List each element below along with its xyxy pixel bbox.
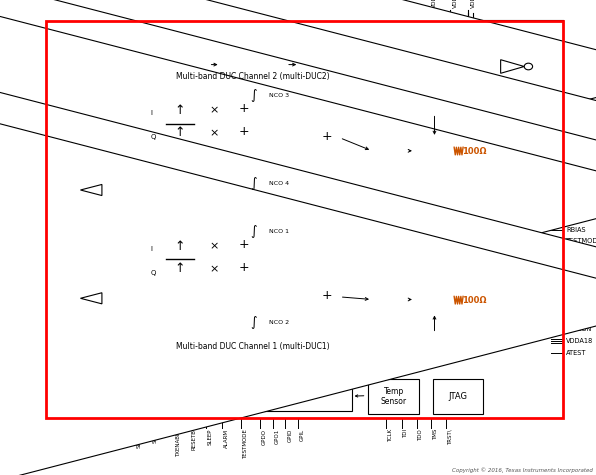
Circle shape: [201, 123, 228, 143]
Text: SCLK: SCLK: [153, 429, 157, 443]
Text: VDDTX18: VDDTX18: [566, 103, 596, 109]
Bar: [166, 237, 194, 256]
Text: SYSREF+: SYSREF+: [13, 110, 43, 116]
Bar: [372, 286, 406, 313]
Circle shape: [240, 218, 275, 246]
Text: Divider
/2, /3, /4: Divider /2, /3, /4: [313, 55, 348, 74]
Text: ×: ×: [210, 128, 219, 138]
Text: x
sinc(x): x sinc(x): [377, 293, 401, 306]
Text: Multi-band DUC Channel 1 (multi-DUC1): Multi-band DUC Channel 1 (multi-DUC1): [176, 342, 330, 351]
Text: TMS: TMS: [433, 429, 437, 440]
Circle shape: [201, 100, 228, 121]
Text: ↑: ↑: [175, 262, 185, 276]
Circle shape: [231, 258, 257, 279]
Text: Clock
Distribution: Clock Distribution: [229, 55, 278, 74]
Text: IFORCE: IFORCE: [19, 355, 43, 361]
Text: GPO1: GPO1: [275, 429, 280, 444]
Text: ∫: ∫: [251, 177, 257, 190]
Text: ATEST: ATEST: [566, 350, 586, 356]
Text: VOUT2-: VOUT2-: [566, 164, 591, 170]
Bar: [152, 216, 355, 340]
Polygon shape: [0, 0, 596, 382]
Text: VDDAVCO18: VDDAVCO18: [226, 0, 231, 8]
Bar: [368, 379, 419, 414]
Circle shape: [240, 82, 275, 110]
Text: +: +: [321, 289, 332, 302]
Text: VDDT1: VDDT1: [20, 208, 43, 213]
Text: ×: ×: [210, 105, 219, 115]
Text: 14-b
DAC: 14-b DAC: [426, 141, 443, 161]
Text: 14-b
DAC: 14-b DAC: [426, 290, 443, 309]
Text: TESTMODE: TESTMODE: [566, 238, 596, 244]
Text: RX[0..3]+: RX[0..3]+: [10, 256, 43, 262]
Text: RBIAS: RBIAS: [566, 227, 586, 233]
Text: 100Ω: 100Ω: [462, 296, 486, 304]
Text: +: +: [239, 261, 250, 274]
Text: VDDA18: VDDA18: [566, 338, 594, 344]
Text: 0.9 V
Ref: 0.9 V Ref: [412, 228, 430, 241]
Text: VDE1: VDE1: [269, 0, 274, 8]
Text: JTAG: JTAG: [449, 392, 467, 401]
Text: JESD Interface: JESD Interface: [125, 151, 135, 205]
Circle shape: [201, 236, 228, 256]
Text: AMUX0/1: AMUX0/1: [13, 330, 43, 335]
Bar: [415, 138, 454, 164]
Text: GPID: GPID: [287, 429, 292, 442]
Text: TRST\: TRST\: [448, 429, 452, 445]
Bar: [166, 124, 194, 142]
Text: GND: GND: [55, 429, 60, 442]
Text: TCLK: TCLK: [388, 429, 393, 442]
Text: NCO 2: NCO 2: [269, 320, 289, 324]
Text: ×: ×: [210, 264, 219, 274]
Bar: [143, 48, 209, 81]
Bar: [152, 80, 355, 203]
Text: VOUT1+: VOUT1+: [566, 290, 594, 295]
Text: VDDR18: VDDR18: [15, 227, 43, 233]
Text: VDDL1_1: VDDL1_1: [452, 0, 458, 8]
Text: DACCLKSE: DACCLKSE: [8, 84, 43, 89]
Circle shape: [524, 63, 533, 70]
Bar: [299, 48, 362, 81]
Text: SYNC2\-: SYNC2\-: [16, 192, 43, 198]
Text: ↑: ↑: [175, 104, 185, 117]
Text: Temp
Sensor: Temp Sensor: [381, 387, 406, 406]
Text: GPDO: GPDO: [262, 429, 266, 445]
Polygon shape: [501, 60, 524, 73]
Circle shape: [313, 286, 340, 307]
Text: TDI: TDI: [403, 429, 408, 438]
Text: Low Jitter
PLL: Low Jitter PLL: [156, 55, 195, 74]
Polygon shape: [80, 293, 102, 304]
Text: VSENSE: VSENSE: [17, 367, 43, 372]
Circle shape: [231, 236, 257, 256]
Text: NCO 4: NCO 4: [269, 181, 289, 186]
Text: CLKTX-: CLKTX-: [566, 69, 589, 75]
Circle shape: [240, 170, 275, 198]
Circle shape: [231, 123, 257, 143]
Text: NCO 3: NCO 3: [269, 94, 289, 98]
Polygon shape: [0, 0, 596, 433]
Text: VDDAPLL18: VDDAPLL18: [192, 0, 197, 8]
Bar: [433, 379, 483, 414]
Text: VDDCLK1: VDDCLK1: [172, 0, 177, 8]
Text: GPIL: GPIL: [300, 429, 305, 441]
Text: +: +: [239, 102, 250, 115]
Text: NCO 1: NCO 1: [269, 229, 289, 234]
Text: DACB
Gain: DACB Gain: [416, 93, 437, 112]
Text: +: +: [321, 130, 332, 143]
Text: Copyright © 2016, Texas Instruments Incorporated: Copyright © 2016, Texas Instruments Inco…: [452, 467, 593, 473]
Text: RESETB: RESETB: [192, 429, 197, 450]
Bar: [166, 101, 194, 120]
Text: I: I: [151, 110, 153, 116]
Text: EXTIO: EXTIO: [566, 216, 586, 221]
Circle shape: [201, 258, 228, 279]
Text: VDDS18: VDDS18: [16, 315, 43, 321]
Bar: [112, 70, 148, 286]
Text: ∫: ∫: [251, 89, 257, 103]
Text: CLKTX+: CLKTX+: [566, 58, 592, 64]
Text: ↑: ↑: [175, 239, 185, 253]
Text: VDDAPLL1: VDDAPLL1: [209, 0, 214, 8]
Polygon shape: [80, 184, 102, 196]
